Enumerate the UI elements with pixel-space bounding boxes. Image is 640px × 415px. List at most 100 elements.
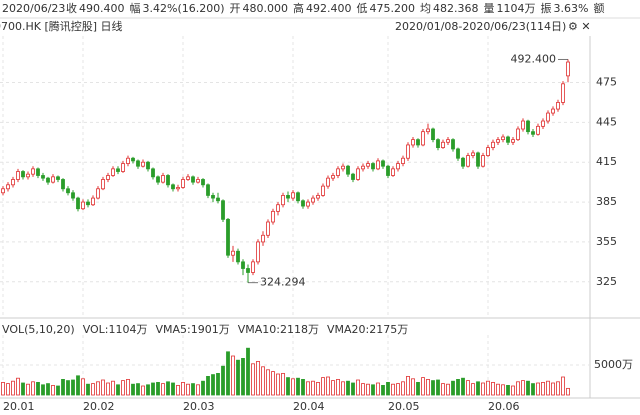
y-tick-label: 385 <box>596 195 617 208</box>
candle-body <box>436 139 440 148</box>
volume-bar <box>501 384 505 396</box>
volume-bar <box>421 377 425 396</box>
candle-body <box>441 141 445 149</box>
candle-body <box>131 157 135 162</box>
volume-bar <box>256 360 260 396</box>
candle-body <box>91 197 95 206</box>
candle-body <box>301 200 305 207</box>
volume-bar <box>556 381 560 396</box>
header-value: 482.368 <box>433 2 479 15</box>
volume-bar <box>561 376 565 396</box>
candle-body <box>481 155 485 167</box>
y-tick-label: 355 <box>596 235 617 248</box>
candle-body <box>471 152 475 156</box>
volume-bar <box>176 384 180 396</box>
legend-entry: VMA10:2118万 <box>238 323 319 336</box>
volume-bar <box>346 380 350 396</box>
volume-bar <box>111 380 115 396</box>
x-tick-label: 20.04 <box>293 400 325 413</box>
volume-bar <box>201 380 205 396</box>
candle-body <box>546 112 550 122</box>
candle-body <box>311 197 315 203</box>
candle-body <box>406 144 410 159</box>
x-tick-label: 20.06 <box>488 400 520 413</box>
candle-body <box>201 179 205 186</box>
header-label: 均 <box>420 2 431 15</box>
volume-bar <box>486 380 490 396</box>
volume-bar <box>481 382 485 396</box>
candle-body <box>76 197 80 210</box>
volume-bar <box>476 381 480 396</box>
candle-body <box>21 171 25 178</box>
candle-body <box>16 171 20 180</box>
candle-body <box>356 168 360 180</box>
candle-body <box>166 175 170 186</box>
volume-bar <box>81 378 85 396</box>
candle-body <box>361 165 365 170</box>
volume-bar <box>391 383 395 396</box>
candle-body <box>551 108 555 114</box>
y-tick-label: 445 <box>596 115 617 128</box>
candle-body <box>241 261 245 269</box>
candle-body <box>411 139 415 146</box>
volume-bar <box>511 385 515 396</box>
volume-bar <box>356 379 360 396</box>
volume-bar <box>101 379 105 396</box>
volume-bar <box>171 382 175 396</box>
candle-body <box>336 168 340 176</box>
candle-body <box>1 188 5 194</box>
candle-body <box>116 168 120 172</box>
volume-bar <box>116 384 120 396</box>
legend-entry: VMA5:1901万 <box>156 323 230 336</box>
candle-body <box>276 204 280 212</box>
candle-body <box>461 157 465 167</box>
candle-body <box>371 163 375 170</box>
candle-body <box>206 184 210 196</box>
volume-bar <box>206 375 210 396</box>
volume-bar <box>91 383 95 396</box>
volume-bar <box>551 382 555 396</box>
candle-body <box>566 61 570 77</box>
volume-bar <box>306 381 310 396</box>
candle-body <box>56 176 60 180</box>
volume-bar <box>131 383 135 396</box>
volume-bar <box>381 384 385 396</box>
volume-bar <box>31 381 35 396</box>
volume-bar <box>536 382 540 396</box>
volume-bar <box>76 375 80 396</box>
volume-bar <box>436 379 440 396</box>
candle-body <box>226 218 230 256</box>
candle-body <box>431 128 435 141</box>
candle-body <box>516 128 520 141</box>
volume-bar <box>386 381 390 396</box>
volume-bar <box>241 357 245 396</box>
volume-bar <box>226 351 230 396</box>
volume-bar <box>281 372 285 396</box>
symbol: 0700.HK [腾讯控股] 日线 <box>0 19 123 33</box>
candle-body <box>561 83 565 103</box>
candle-body <box>376 160 380 170</box>
candle-body <box>506 136 510 143</box>
header-value: 492.400 <box>306 2 352 15</box>
candle-body <box>141 161 145 167</box>
volume-bar <box>336 378 340 396</box>
x-tick-label: 20.02 <box>83 400 115 413</box>
volume-bar <box>566 387 570 396</box>
candle-body <box>341 165 345 170</box>
volume-bar <box>461 377 465 396</box>
volume-bar <box>296 377 300 396</box>
candle-body <box>111 168 115 176</box>
candle-body <box>261 234 265 243</box>
candle-body <box>36 168 40 176</box>
candle-body <box>61 179 65 190</box>
volume-bar <box>311 380 315 396</box>
candle-body <box>216 197 220 202</box>
volume-bar <box>411 378 415 396</box>
candle-body <box>266 221 270 236</box>
candle-body <box>306 201 310 207</box>
icon[interactable]: ⚙ ✕ <box>568 20 591 33</box>
volume-bar <box>236 359 240 396</box>
candle-body <box>136 160 140 167</box>
header-label: 幅 <box>130 2 141 15</box>
volume-bar <box>11 380 15 396</box>
